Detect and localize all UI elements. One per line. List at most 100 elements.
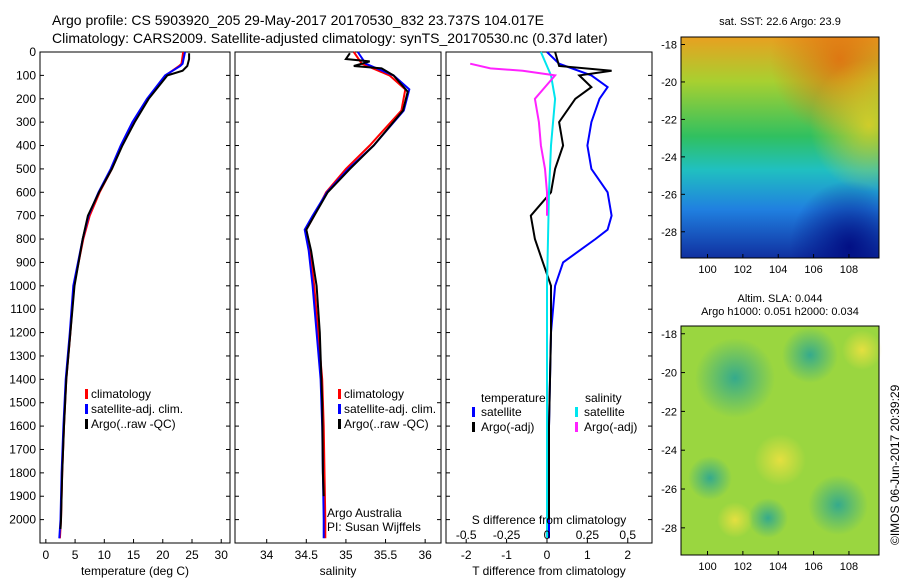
sst-map-xtick-label: 102 xyxy=(734,264,752,276)
temperature-legend-label: climatology xyxy=(91,387,151,401)
sla-map-xtick-label: 100 xyxy=(698,561,716,573)
difference-xlabel: T difference from climatology xyxy=(472,564,626,578)
sst-map-frame xyxy=(680,36,880,259)
sla-map-ytick-label: -26 xyxy=(661,484,677,496)
difference-series-argo-adj--3 xyxy=(469,62,558,216)
sla-high-anomaly-1 xyxy=(842,330,882,370)
salinity-annotation: Argo Australia xyxy=(327,506,402,520)
difference-top-tick-label: 0.5 xyxy=(619,528,636,542)
temperature-legend-swatch xyxy=(85,389,88,399)
sst-map-ytick-label: -24 xyxy=(661,152,677,164)
sst-map-xtick-label: 104 xyxy=(769,264,787,276)
sst-cold-region xyxy=(681,37,879,258)
salinity-panel: 34 34.5 35 35.5 36 salinity climatologysatelli… xyxy=(234,51,442,578)
figure-title-line2: Climatology: CARS2009. Satellite-adjuste… xyxy=(52,30,608,46)
figure-title-line1: Argo profile: CS 5903920_205 29-May-2017… xyxy=(52,12,544,28)
sla-map-ytick-label: -24 xyxy=(661,445,677,457)
difference-legend-swatch xyxy=(575,407,578,417)
sla-high-anomaly-2 xyxy=(717,502,753,538)
sla-map-xtick-label: 108 xyxy=(840,561,858,573)
imos-timestamp: ©IMOS 06-Jun-2017 20:39:29 xyxy=(888,384,900,545)
difference-legend-label: satellite xyxy=(584,405,625,419)
sla-map-xtick-label: 102 xyxy=(734,561,752,573)
salinity-legend-label: Argo(..raw -QC) xyxy=(344,417,429,431)
salinity-frame xyxy=(234,51,442,544)
difference-legend-header-temperature: temperature xyxy=(481,391,546,405)
temperature-xtick-label: 20 xyxy=(156,548,170,562)
depth-tick-label: 0 xyxy=(29,45,36,59)
temperature-legend-label: satellite-adj. clim. xyxy=(91,402,183,416)
salinity-legend-swatch xyxy=(338,404,341,414)
difference-legend-swatch xyxy=(472,422,475,432)
difference-panel: -2 -1 0 1 2 T difference from climatology temp… xyxy=(445,51,653,578)
sla-map-xtick-label: 106 xyxy=(804,561,822,573)
depth-tick-label: 1200 xyxy=(9,326,36,340)
sla-map-frame xyxy=(680,325,880,556)
sla-low-anomaly-1 xyxy=(695,338,775,418)
temperature-legend-swatch xyxy=(85,404,88,414)
depth-tick-label: 200 xyxy=(16,92,36,106)
sla-map-ytick-label: -22 xyxy=(661,406,677,418)
salinity-legend-label: satellite-adj. clim. xyxy=(344,402,436,416)
sst-map: sat. SST: 22.6 Argo: 23.9 100 102 104 106 10… xyxy=(661,16,880,276)
temperature-xtick-label: 30 xyxy=(215,548,229,562)
depth-tick-label: 1400 xyxy=(9,372,36,386)
difference-legend-header-salinity: salinity xyxy=(585,391,622,405)
salinity-xtick-label: 35.5 xyxy=(374,548,398,562)
difference-top-tick-label: -0.5 xyxy=(456,528,477,542)
salinity-legend-label: climatology xyxy=(344,387,404,401)
temperature-series-argo-raw-qc--2 xyxy=(59,53,191,530)
sla-map-subtitle: Argo h1000: 0.051 h2000: 0.034 xyxy=(701,306,859,318)
difference-xtick-label: -1 xyxy=(501,548,512,562)
salinity-xlabel: salinity xyxy=(320,564,357,578)
sla-map-title: Altim. SLA: 0.044 xyxy=(738,293,823,305)
depth-tick-label: 2000 xyxy=(9,513,36,527)
salinity-legend-swatch xyxy=(338,389,341,399)
sla-map-ytick-label: -18 xyxy=(661,329,677,341)
salinity-series-argo-raw-qc--2 xyxy=(305,52,409,497)
sla-low-anomaly-4 xyxy=(748,498,788,538)
temperature-xlabel: temperature (deg C) xyxy=(81,564,189,578)
salinity-xtick-label: 35 xyxy=(339,548,353,562)
temperature-legend-label: Argo(..raw -QC) xyxy=(91,417,176,431)
difference-legend-swatch xyxy=(575,422,578,432)
temperature-frame xyxy=(39,51,231,544)
depth-tick-label: 600 xyxy=(16,185,36,199)
depth-tick-label: 700 xyxy=(16,209,36,223)
sla-low-anomaly-5 xyxy=(808,475,868,535)
depth-tick-label: 1500 xyxy=(9,396,36,410)
temperature-panel: 0100200300400500600700800900100011001200… xyxy=(9,45,231,578)
depth-tick-label: 800 xyxy=(16,232,36,246)
sst-map-ytick-label: -28 xyxy=(661,227,677,239)
depth-tick-label: 1300 xyxy=(9,349,36,363)
salinity-annotation: PI: Susan Wijffels xyxy=(327,520,421,534)
difference-xtick-label: 0 xyxy=(544,548,551,562)
difference-legend-label: Argo(-adj) xyxy=(481,420,534,434)
depth-tick-label: 1600 xyxy=(9,419,36,433)
difference-legend-label: Argo(-adj) xyxy=(584,420,637,434)
difference-legend-label: satellite xyxy=(481,405,522,419)
difference-xtick-label: 2 xyxy=(624,548,631,562)
difference-xtick-label: -2 xyxy=(461,548,472,562)
difference-legend-swatch xyxy=(472,407,475,417)
depth-tick-label: 1000 xyxy=(9,279,36,293)
sla-map: Altim. SLA: 0.044 Argo h1000: 0.051 h200… xyxy=(661,293,882,573)
salinity-xtick-label: 34.5 xyxy=(295,548,319,562)
difference-top-tick-label: 0 xyxy=(544,528,551,542)
salinity-xtick-label: 34 xyxy=(260,548,274,562)
sla-map-ytick-label: -20 xyxy=(661,368,677,380)
difference-xlabel-top: S difference from climatology xyxy=(472,513,627,527)
depth-tick-label: 1700 xyxy=(9,442,36,456)
sst-map-xtick-label: 100 xyxy=(698,264,716,276)
temperature-xtick-label: 10 xyxy=(98,548,112,562)
sst-map-xtick-label: 106 xyxy=(804,264,822,276)
difference-top-tick-label: 0.25 xyxy=(576,528,600,542)
sst-map-ytick-label: -22 xyxy=(661,114,677,126)
sla-low-anomaly-3 xyxy=(688,456,732,500)
salinity-xtick-label: 36 xyxy=(418,548,432,562)
depth-tick-label: 1800 xyxy=(9,466,36,480)
sla-map-ytick-label: -28 xyxy=(661,523,677,535)
depth-tick-label: 1900 xyxy=(9,489,36,503)
sla-low-anomaly-2 xyxy=(782,327,838,383)
